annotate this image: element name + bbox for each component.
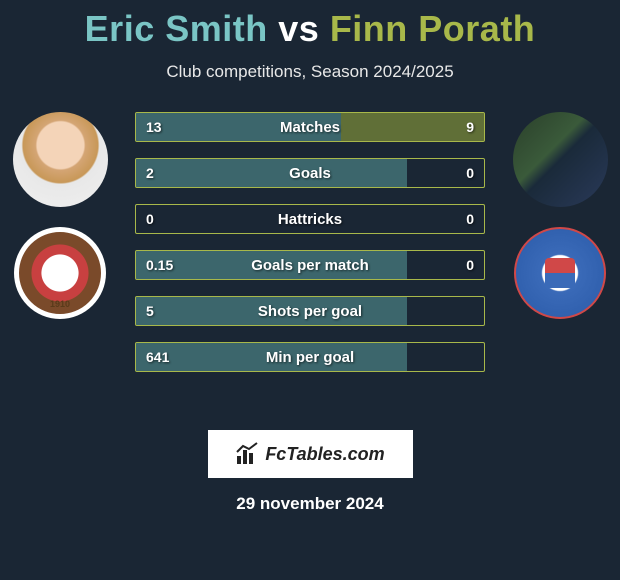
subtitle: Club competitions, Season 2024/2025 <box>0 62 620 82</box>
stat-label: Goals per match <box>251 257 369 274</box>
stat-value-left: 13 <box>146 119 162 135</box>
stat-label: Hattricks <box>278 211 342 228</box>
stat-fill-right <box>341 113 484 141</box>
player2-name: Finn Porath <box>330 8 536 49</box>
stat-value-right: 0 <box>466 211 474 227</box>
stat-row: 0.15 0 Goals per match <box>135 250 485 280</box>
stat-value-left: 0.15 <box>146 257 173 273</box>
player1-column: 1910 <box>5 112 115 319</box>
stat-label: Matches <box>280 119 340 136</box>
stat-row: 641 Min per goal <box>135 342 485 372</box>
brand-text: FcTables.com <box>265 444 384 465</box>
player1-club-logo: 1910 <box>14 227 106 319</box>
stat-value-left: 641 <box>146 349 169 365</box>
stat-label: Goals <box>289 165 331 182</box>
player1-club-year: 1910 <box>50 299 70 309</box>
stat-value-left: 0 <box>146 211 154 227</box>
stat-row: 5 Shots per goal <box>135 296 485 326</box>
stat-value-right: 0 <box>466 257 474 273</box>
player1-avatar <box>13 112 108 207</box>
stat-row: 13 9 Matches <box>135 112 485 142</box>
stat-value-right: 0 <box>466 165 474 181</box>
vs-text: vs <box>278 8 319 49</box>
brand-box: FcTables.com <box>208 430 413 478</box>
comparison-title: Eric Smith vs Finn Porath <box>0 0 620 50</box>
stat-row: 0 0 Hattricks <box>135 204 485 234</box>
date-text: 29 november 2024 <box>0 494 620 514</box>
stat-row: 2 0 Goals <box>135 158 485 188</box>
stat-value-right: 9 <box>466 119 474 135</box>
stat-value-left: 2 <box>146 165 154 181</box>
content-area: 1910 13 9 Matches 2 0 Goals 0 0 Hattricks 0.15 0 Go… <box>0 112 620 412</box>
stat-bars: 13 9 Matches 2 0 Goals 0 0 Hattricks 0.15 0 Goals p… <box>135 112 485 372</box>
chart-icon <box>235 442 259 466</box>
stat-fill-left <box>136 159 407 187</box>
player1-name: Eric Smith <box>85 8 268 49</box>
player2-avatar <box>513 112 608 207</box>
stat-value-left: 5 <box>146 303 154 319</box>
stat-label: Shots per goal <box>258 303 362 320</box>
player2-column <box>505 112 615 319</box>
stat-label: Min per goal <box>266 349 354 366</box>
player2-club-logo <box>514 227 606 319</box>
